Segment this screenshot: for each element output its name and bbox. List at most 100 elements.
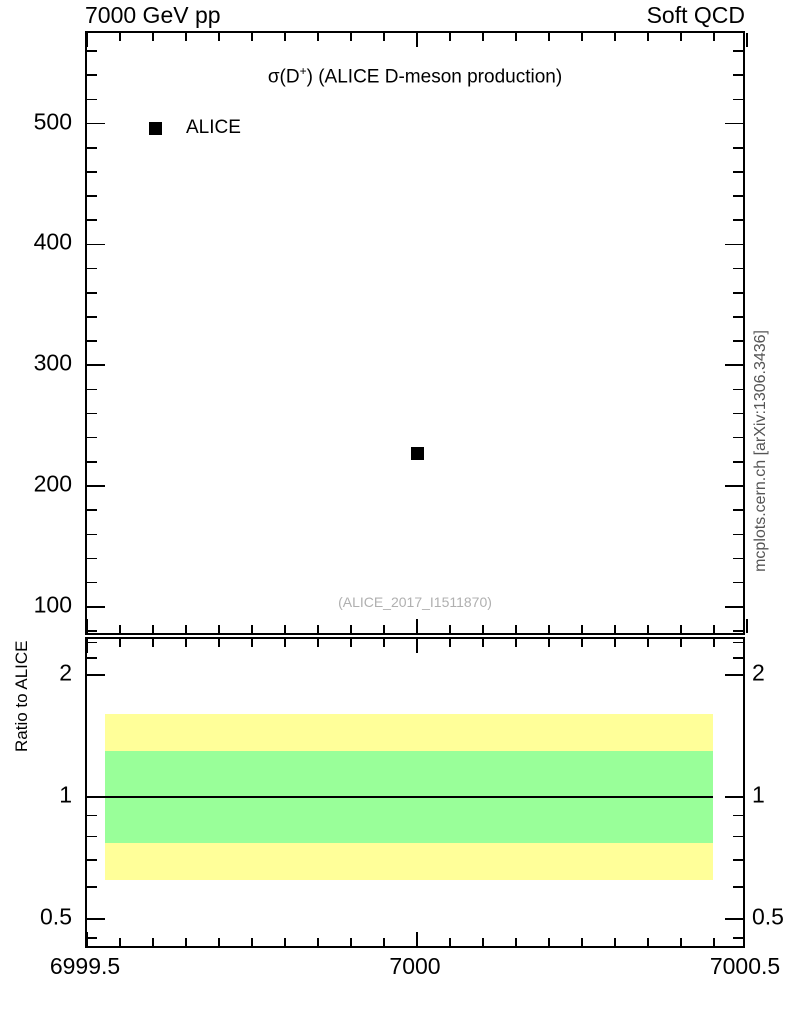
axis-tick	[87, 937, 97, 939]
axis-tick	[733, 316, 743, 318]
axis-tick	[119, 625, 121, 633]
axis-tick	[87, 639, 88, 653]
axis-tick	[87, 557, 97, 560]
axis-tick	[581, 938, 583, 946]
axis-tick	[87, 195, 97, 197]
legend: ALICE	[149, 117, 241, 139]
axis-tick	[713, 625, 715, 633]
axis-tick	[119, 33, 121, 41]
axis-tick	[482, 625, 484, 633]
axis-tick	[350, 33, 352, 41]
axis-tick	[284, 33, 286, 41]
axis-tick	[87, 641, 97, 644]
axis-tick	[647, 33, 649, 41]
axis-tick	[733, 388, 743, 391]
axis-tick	[87, 630, 97, 632]
axis-tick	[733, 461, 743, 463]
axis-tick	[733, 219, 743, 222]
header-process-label: Soft QCD	[646, 2, 745, 28]
axis-tick	[86, 33, 88, 47]
axis-tick	[733, 581, 743, 584]
axis-tick	[733, 814, 743, 817]
axis-tick	[284, 639, 286, 647]
axis-tick	[581, 33, 583, 41]
axis-tick	[416, 33, 418, 47]
axis-tick	[733, 146, 743, 149]
axis-tick	[87, 364, 105, 366]
axis-tick	[251, 639, 253, 647]
axis-tick	[548, 938, 550, 946]
axis-tick	[449, 938, 451, 946]
axis-tick	[733, 98, 743, 101]
legend-marker-alice	[149, 121, 162, 135]
axis-tick	[87, 886, 97, 888]
axis-tick	[284, 625, 286, 633]
axis-tick	[87, 657, 97, 659]
axis-tick	[87, 509, 97, 511]
axis-tick	[725, 918, 743, 921]
axis-tick	[733, 937, 743, 939]
header-beam-label: 7000 GeV pp	[85, 2, 221, 28]
axis-tick	[482, 938, 484, 946]
axis-tick	[185, 938, 187, 946]
axis-tick	[416, 932, 418, 946]
y-tick-label: 400	[33, 228, 72, 255]
y-tick-label: 2	[752, 659, 765, 686]
axis-tick	[87, 436, 97, 439]
axis-tick	[548, 639, 550, 647]
axis-tick	[350, 625, 352, 633]
axis-tick	[733, 630, 743, 632]
y-tick-label: 2	[59, 659, 72, 686]
axis-tick	[383, 625, 385, 633]
axis-tick	[733, 171, 743, 173]
axis-tick	[119, 938, 121, 946]
axis-tick	[449, 625, 451, 633]
axis-tick	[152, 625, 154, 633]
axis-tick	[87, 485, 105, 487]
plot-title-sigma: σ(D	[267, 66, 300, 88]
plot-title-rest: ) (ALICE D-meson production)	[306, 66, 563, 88]
credit-watermark: mcplots.cern.ch [arXiv:1306.3436]	[752, 330, 769, 572]
axis-tick	[317, 938, 319, 946]
axis-tick	[614, 33, 616, 41]
axis-tick	[725, 364, 743, 366]
axis-tick	[733, 412, 743, 415]
axis-tick	[119, 639, 121, 647]
axis-tick	[383, 33, 385, 41]
axis-tick	[87, 98, 97, 101]
plot-title: σ(D+) (ALICE D-meson production)	[87, 64, 743, 88]
axis-tick	[87, 146, 97, 149]
axis-tick	[87, 316, 97, 318]
axis-tick	[581, 639, 583, 647]
x-tick-label: 7000	[389, 953, 441, 979]
axis-tick	[733, 340, 743, 342]
axis-tick	[515, 33, 517, 41]
axis-tick	[614, 625, 616, 633]
axis-tick	[515, 938, 517, 946]
axis-tick	[746, 33, 748, 47]
axis-tick	[87, 340, 97, 342]
axis-tick	[733, 195, 743, 197]
axis-tick	[713, 938, 715, 946]
axis-tick	[87, 932, 88, 946]
axis-tick	[87, 74, 97, 77]
axis-tick	[218, 33, 220, 41]
axis-tick	[152, 938, 154, 946]
x-tick-label: 6999.5	[49, 953, 121, 979]
axis-tick	[317, 625, 319, 633]
axis-tick	[87, 918, 105, 921]
y-tick-label: 200	[33, 470, 72, 497]
axis-tick	[87, 219, 97, 222]
axis-tick	[725, 796, 743, 798]
plot-title-superscript: +	[299, 64, 307, 78]
axis-tick	[152, 33, 154, 41]
y-tick-label: 0.5	[40, 903, 72, 930]
axis-tick	[713, 33, 715, 41]
axis-tick	[218, 639, 220, 647]
axis-tick	[218, 938, 220, 946]
analysis-id-watermark: (ALICE_2017_I1511870)	[338, 594, 492, 610]
axis-tick	[87, 171, 97, 173]
axis-tick	[284, 938, 286, 946]
axis-tick	[733, 267, 743, 270]
axis-tick	[733, 859, 743, 861]
